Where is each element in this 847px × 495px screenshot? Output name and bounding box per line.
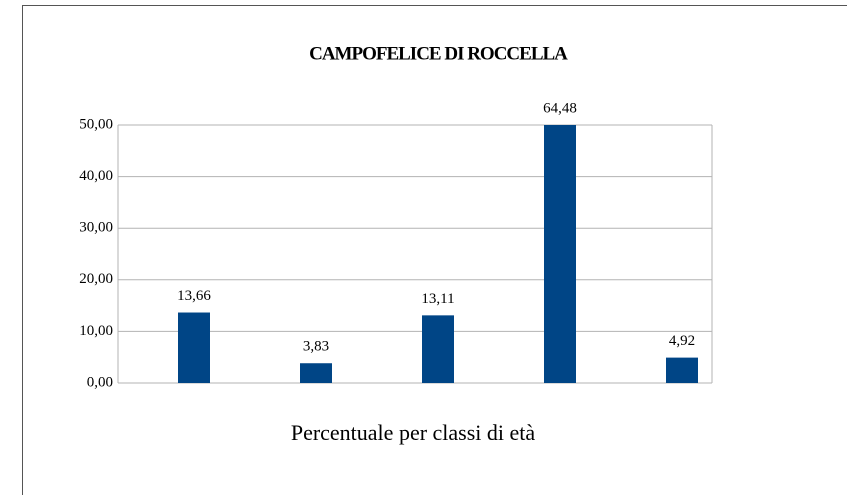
x-axis-label: Percentuale per classi di età [291,420,536,445]
y-tick-label: 10,00 [79,323,113,339]
bar [544,125,576,383]
data-label: 13,66 [177,288,211,304]
data-label: 64,48 [543,100,577,116]
bar [300,363,332,383]
data-label: 13,11 [421,291,454,307]
bar [178,312,210,383]
bar [422,315,454,383]
data-label: 4,92 [669,333,695,349]
bar [666,357,698,383]
bars [178,125,698,383]
y-tick-label: 40,00 [79,168,113,184]
y-tick-label: 0,00 [87,374,113,390]
y-tick-label: 30,00 [79,220,113,236]
chart-frame [22,5,847,495]
y-tick-label: 50,00 [79,116,113,132]
data-label: 3,83 [303,339,329,355]
y-tick-label: 20,00 [79,271,113,287]
chart-title: CAMPOFELICE DI ROCCELLA [309,43,568,64]
